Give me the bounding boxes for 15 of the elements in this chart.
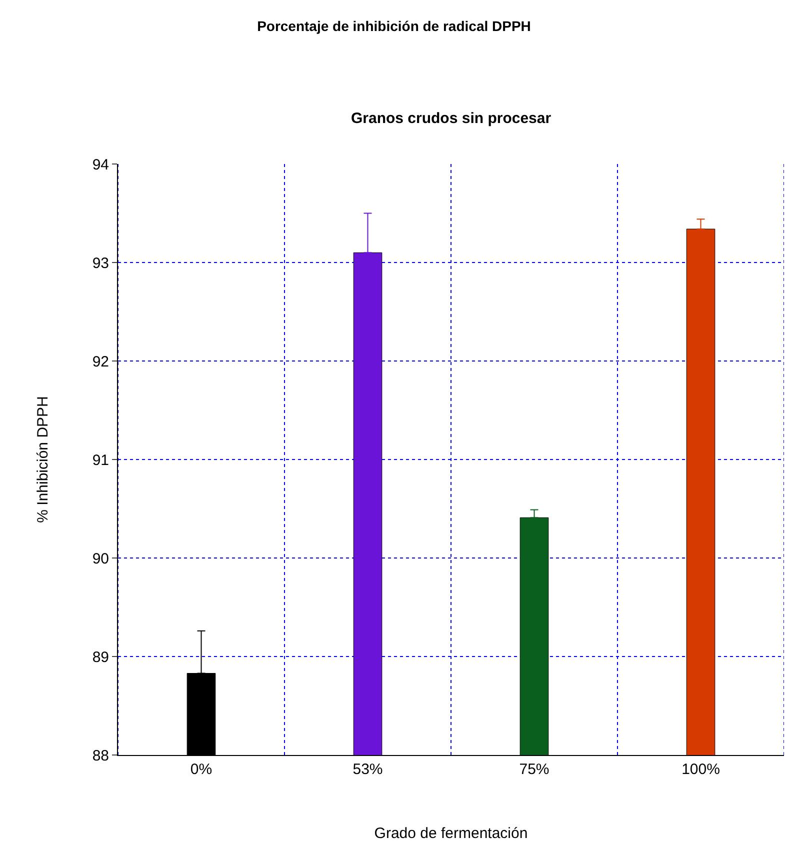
y-tick-label: 93 bbox=[92, 254, 109, 272]
x-tick-label: 53% bbox=[352, 761, 383, 778]
y-tick-label: 91 bbox=[92, 452, 109, 469]
y-tick-label: 90 bbox=[92, 550, 109, 568]
y-tick-label: 92 bbox=[92, 353, 109, 370]
x-tick-label: 100% bbox=[682, 761, 720, 778]
x-axis-title: Grado de fermentación bbox=[374, 825, 528, 842]
x-tick-label: 75% bbox=[519, 761, 550, 778]
y-tick-label: 94 bbox=[92, 156, 109, 174]
chart-title: Porcentaje de inhibición de radical DPPH bbox=[257, 18, 531, 34]
y-axis-title: % Inhibición DPPH bbox=[34, 396, 52, 523]
y-tick-label: 88 bbox=[92, 747, 109, 764]
y-tick-label: 89 bbox=[92, 648, 109, 666]
x-tick-label: 0% bbox=[190, 761, 212, 778]
chart-subtitle: Granos crudos sin procesar bbox=[351, 110, 552, 127]
